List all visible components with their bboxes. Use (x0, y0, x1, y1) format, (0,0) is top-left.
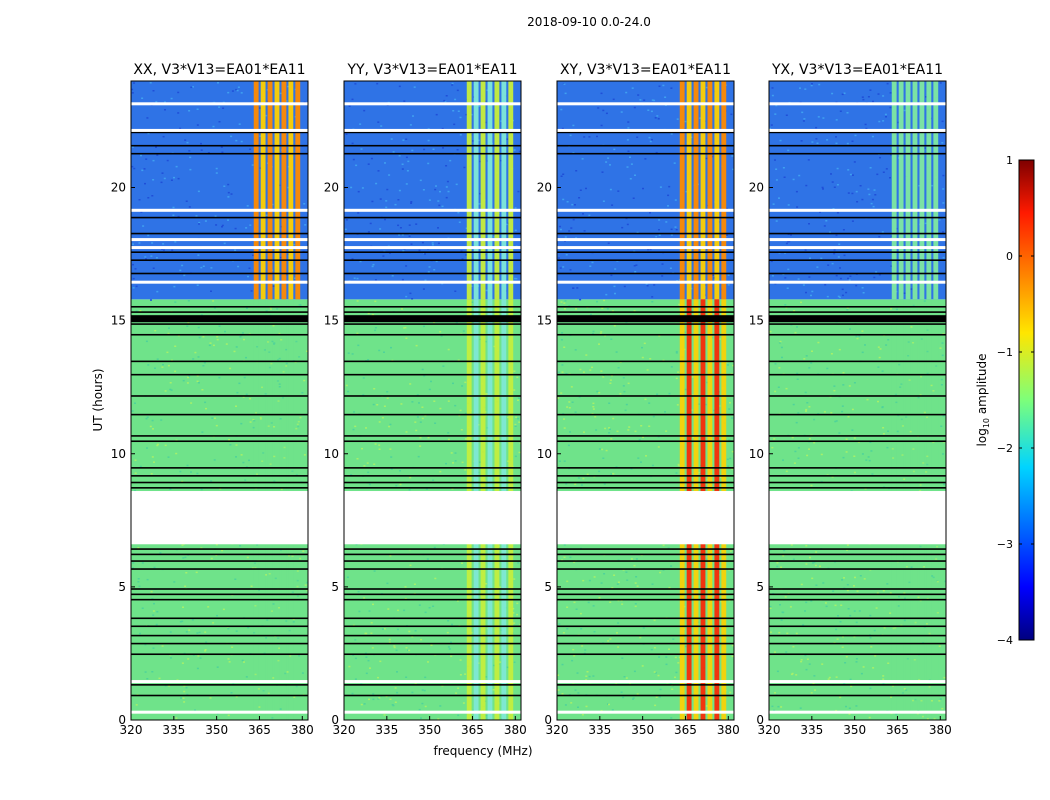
x-tick-label: 350 (631, 723, 654, 737)
y-tick-label: 10 (111, 447, 126, 461)
x-tick-label: 320 (120, 723, 143, 737)
panel-1: XX, V3*V13=EA01*EA11 320 335 350 365 380 0 5 10 1… (111, 62, 314, 737)
colorbar-tick-label: −4 (997, 634, 1013, 647)
y-tick-label: 0 (331, 713, 339, 727)
x-tick-label: 350 (843, 723, 866, 737)
rfi-band (253, 81, 301, 720)
panel-title: YX, V3*V13=EA01*EA11 (771, 62, 943, 78)
colorbar-tick-label: −3 (997, 538, 1013, 551)
panel-frame (556, 80, 735, 721)
rfi-band (891, 81, 939, 720)
x-tick-label: 335 (162, 723, 185, 737)
y-tick-label: 5 (118, 580, 126, 594)
y-tick-label: 0 (118, 713, 126, 727)
panel-4: YX, V3*V13=EA01*EA11 320 335 350 365 380 0 5 10 1… (749, 62, 952, 737)
y-tick-label: 15 (749, 314, 764, 328)
panel-frame (768, 80, 947, 721)
panel-frame (130, 80, 309, 721)
x-tick-label: 365 (461, 723, 484, 737)
x-tick-label: 365 (886, 723, 909, 737)
x-tick-label: 335 (588, 723, 611, 737)
y-tick-label: 5 (544, 580, 552, 594)
x-tick-label: 350 (205, 723, 228, 737)
flag-lines (557, 102, 734, 714)
data-gap (769, 491, 946, 545)
flag-lines (769, 102, 946, 714)
y-tick-label: 10 (537, 447, 552, 461)
flag-lines (131, 102, 308, 714)
y-axis-label: UT (hours) (91, 368, 105, 431)
panel-title: XX, V3*V13=EA01*EA11 (133, 62, 305, 78)
x-tick-label: 365 (248, 723, 271, 737)
x-tick-label: 380 (504, 723, 527, 737)
data-gap (344, 491, 521, 545)
heat-region-upper (344, 81, 521, 300)
y-tick-label: 15 (537, 314, 552, 328)
x-tick-label: 365 (674, 723, 697, 737)
colorbar-tick-label: −1 (997, 346, 1013, 359)
x-tick-label: 320 (333, 723, 356, 737)
colorbar-tick-label: −2 (997, 442, 1013, 455)
colorbar-label: log10 amplitude (975, 354, 991, 447)
x-tick-label: 380 (929, 723, 952, 737)
panel-title: XY, V3*V13=EA01*EA11 (560, 62, 731, 78)
y-tick-label: 15 (324, 314, 339, 328)
x-tick-label: 320 (758, 723, 781, 737)
x-tick-label: 335 (800, 723, 823, 737)
x-tick-label: 380 (717, 723, 740, 737)
x-tick-label: 320 (546, 723, 569, 737)
y-tick-label: 10 (749, 447, 764, 461)
figure-title: 2018-09-10 0.0-24.0 (527, 15, 651, 29)
y-tick-label: 5 (756, 580, 764, 594)
y-tick-label: 0 (544, 713, 552, 727)
rfi-band (466, 81, 514, 720)
y-tick-label: 20 (537, 181, 552, 195)
heat-region-upper (769, 81, 946, 300)
data-gap (131, 491, 308, 545)
y-tick-label: 20 (111, 181, 126, 195)
panel-2: YY, V3*V13=EA01*EA11 320 335 350 365 380 0 5 10 1… (324, 62, 527, 737)
x-tick-label: 350 (418, 723, 441, 737)
x-tick-label: 380 (291, 723, 314, 737)
panel-frame (343, 80, 522, 721)
rfi-band (679, 81, 727, 720)
x-axis-label: frequency (MHz) (433, 744, 532, 758)
y-tick-label: 20 (324, 181, 339, 195)
y-tick-label: 15 (111, 314, 126, 328)
data-gap (557, 491, 734, 545)
flag-lines (344, 102, 521, 714)
colorbar-tick-label: 0 (1006, 250, 1013, 263)
panel-title: YY, V3*V13=EA01*EA11 (346, 62, 517, 78)
panel-3: XY, V3*V13=EA01*EA11 320 335 350 365 380 0 5 10 1… (537, 62, 740, 737)
x-tick-label: 335 (375, 723, 398, 737)
colorbar-gradient (1018, 159, 1035, 641)
y-tick-label: 20 (749, 181, 764, 195)
colorbar-tick-label: 1 (1006, 154, 1013, 167)
heat-region-upper (557, 81, 734, 300)
y-tick-label: 5 (331, 580, 339, 594)
heat-region-upper (131, 81, 308, 300)
y-tick-label: 10 (324, 447, 339, 461)
y-tick-label: 0 (756, 713, 764, 727)
colorbar: 1 0 −1 −2 −3 −4 log10 amplitude (975, 154, 1035, 647)
